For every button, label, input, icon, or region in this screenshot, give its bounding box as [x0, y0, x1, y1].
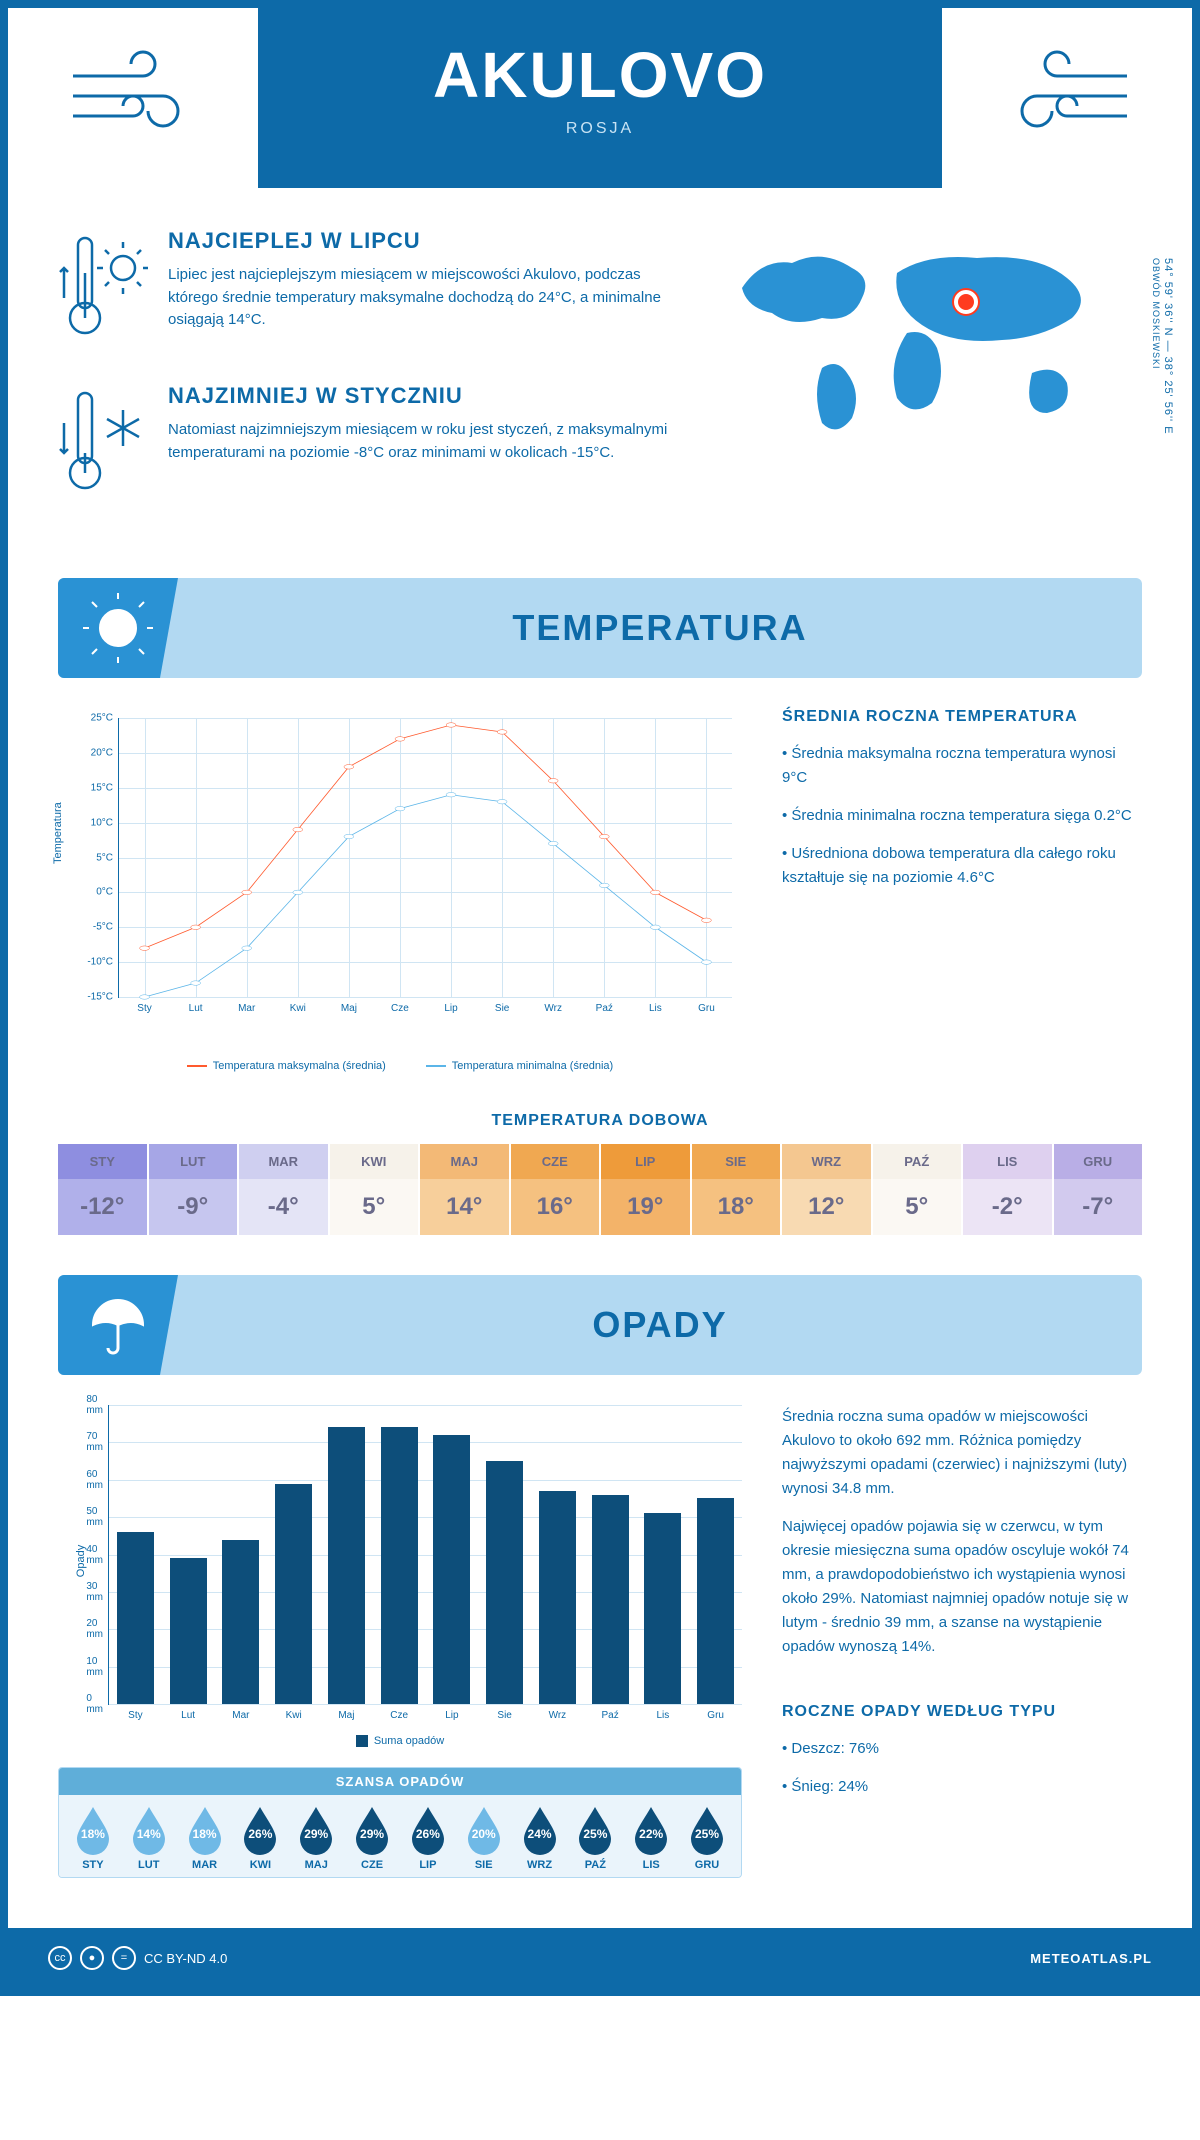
warmest-title: NAJCIEPLEJ W LIPCU: [168, 228, 682, 254]
wind-icon: [997, 46, 1137, 151]
warmest-text: Lipiec jest najcieplejszym miesiącem w m…: [168, 264, 682, 332]
temperature-summary: ŚREDNIA ROCZNA TEMPERATURA • Średnia mak…: [782, 708, 1142, 1072]
header-decoration-left: [8, 8, 258, 188]
coordinates: 54° 59' 36'' N — 38° 25' 56'' E OBWÓD MO…: [1150, 258, 1174, 435]
nd-icon: =: [112, 1946, 136, 1970]
daily-temperature-table: STY-12°LUT-9°MAR-4°KWI5°MAJ14°CZE16°LIP1…: [58, 1144, 1142, 1235]
thermometer-cold-icon: [58, 383, 148, 508]
header: AKULOVO ROSJA: [8, 8, 1192, 188]
precipitation-banner: OPADY: [58, 1275, 1142, 1375]
sun-icon: [58, 578, 178, 678]
license: cc ● = CC BY-ND 4.0: [48, 1946, 227, 1970]
map-location-pin: [954, 290, 978, 314]
by-icon: ●: [80, 1946, 104, 1970]
wind-icon: [63, 46, 203, 151]
precipitation-bar-chart: Opady 0 mm10 mm20 mm30 mm40 mm50 mm60 mm…: [58, 1405, 742, 1878]
cc-icon: cc: [48, 1946, 72, 1970]
precipitation-summary: Średnia roczna suma opadów w miejscowośc…: [782, 1405, 1142, 1878]
intro-section: NAJCIEPLEJ W LIPCU Lipiec jest najcieple…: [58, 228, 1142, 538]
coldest-block: NAJZIMNIEJ W STYCZNIU Natomiast najzimni…: [58, 383, 682, 508]
umbrella-icon: [58, 1275, 178, 1375]
precipitation-chance-box: SZANSA OPADÓW 18%STY14%LUT18%MAR26%KWI29…: [58, 1767, 742, 1878]
chart-legend: Temperatura maksymalna (średnia)Temperat…: [58, 1060, 742, 1072]
brand: METEOATLAS.PL: [1030, 1951, 1152, 1966]
header-decoration-right: [942, 8, 1192, 188]
world-map: 54° 59' 36'' N — 38° 25' 56'' E OBWÓD MO…: [722, 228, 1142, 538]
warmest-block: NAJCIEPLEJ W LIPCU Lipiec jest najcieple…: [58, 228, 682, 353]
temperature-banner: TEMPERATURA: [58, 578, 1142, 678]
coldest-title: NAJZIMNIEJ W STYCZNIU: [168, 383, 682, 409]
footer: cc ● = CC BY-ND 4.0 METEOATLAS.PL: [8, 1928, 1192, 1988]
temperature-line-chart: Temperatura -15°C-10°C-5°C0°C5°C10°C15°C…: [58, 708, 742, 1072]
coldest-text: Natomiast najzimniejszym miesiącem w rok…: [168, 419, 682, 464]
thermometer-hot-icon: [58, 228, 148, 353]
page: AKULOVO ROSJA NAJCIEPLEJ W LIPCU Lipiec …: [0, 0, 1200, 1996]
daily-temp-title: TEMPERATURA DOBOWA: [58, 1112, 1142, 1130]
bar-chart-legend: Suma opadów: [58, 1735, 742, 1747]
